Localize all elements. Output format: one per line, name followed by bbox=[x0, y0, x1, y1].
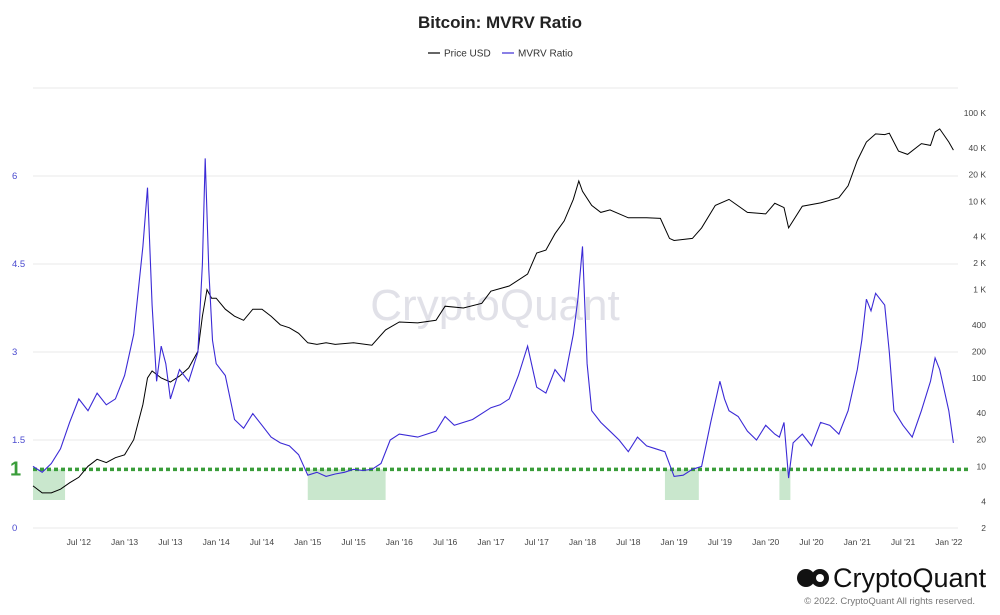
right-tick-label: 4 K bbox=[973, 231, 986, 241]
x-tick-label: Jan '21 bbox=[844, 537, 871, 547]
logo-mark-left-icon bbox=[797, 569, 815, 587]
copyright: © 2022. CryptoQuant All rights reserved. bbox=[804, 596, 975, 607]
brand-logo bbox=[797, 569, 829, 587]
x-axis-ticks: Jul '12 Jan '13 Jul '13 Jan '14 Jul '14 Jan '… bbox=[67, 537, 963, 547]
logo-mark-hole-icon bbox=[816, 574, 824, 582]
x-tick-label: Jul '12 bbox=[67, 537, 92, 547]
x-tick-label: Jan '17 bbox=[477, 537, 504, 547]
x-tick-label: Jul '18 bbox=[616, 537, 641, 547]
left-tick-label: 4.5 bbox=[12, 259, 25, 270]
legend-price-label: Price USD bbox=[444, 49, 491, 60]
x-tick-label: Jul '17 bbox=[525, 537, 550, 547]
x-tick-label: Jul '21 bbox=[891, 537, 916, 547]
x-tick-label: Jan '14 bbox=[203, 537, 230, 547]
right-tick-label: 1 K bbox=[973, 285, 986, 295]
mvrv-ratio-line bbox=[32, 158, 954, 479]
x-tick-label: Jul '15 bbox=[341, 537, 366, 547]
mvrv-threshold-label: 1 bbox=[10, 458, 21, 480]
x-tick-label: Jul '13 bbox=[158, 537, 183, 547]
right-tick-label: 100 K bbox=[964, 108, 987, 118]
left-tick-label: 0 bbox=[12, 523, 17, 534]
right-tick-label: 200 bbox=[972, 346, 986, 356]
right-axis-ticks: 2 4 10 20 40 100 200 400 1 K 2 K 4 K 10 K 20 K 40 K 10… bbox=[964, 108, 987, 533]
right-tick-label: 400 bbox=[972, 320, 986, 330]
x-tick-label: Jan '18 bbox=[569, 537, 596, 547]
gridlines bbox=[33, 87, 958, 529]
price-usd-line bbox=[32, 128, 954, 494]
right-tick-label: 100 bbox=[972, 373, 986, 383]
right-tick-label: 20 K bbox=[969, 170, 987, 180]
undervalued-zone-1 bbox=[33, 469, 66, 500]
x-tick-label: Jul '14 bbox=[250, 537, 275, 547]
left-tick-label: 1.5 bbox=[12, 435, 25, 446]
right-tick-label: 20 bbox=[977, 435, 987, 445]
x-tick-label: Jan '15 bbox=[294, 537, 321, 547]
legend-mvrv-label: MVRV Ratio bbox=[518, 49, 573, 60]
x-tick-label: Jul '16 bbox=[433, 537, 458, 547]
x-tick-label: Jul '19 bbox=[708, 537, 733, 547]
x-tick-label: Jan '13 bbox=[111, 537, 138, 547]
left-tick-label: 6 bbox=[12, 171, 17, 182]
x-tick-label: Jan '22 bbox=[935, 537, 962, 547]
chart-title: Bitcoin: MVRV Ratio bbox=[418, 13, 582, 32]
left-axis-ticks: 0 1.5 3 4.5 6 bbox=[12, 171, 25, 534]
undervalued-zone-3 bbox=[664, 469, 699, 500]
brand-name: CryptoQuant bbox=[833, 563, 987, 593]
right-tick-label: 40 K bbox=[969, 143, 987, 153]
left-tick-label: 3 bbox=[12, 347, 17, 358]
x-tick-label: Jan '16 bbox=[386, 537, 413, 547]
right-tick-label: 10 K bbox=[969, 196, 987, 206]
x-tick-label: Jul '20 bbox=[799, 537, 824, 547]
watermark: CryptoQuant bbox=[370, 281, 619, 330]
right-tick-label: 2 bbox=[981, 523, 986, 533]
legend: Price USD MVRV Ratio bbox=[428, 49, 573, 60]
undervalued-zones bbox=[33, 469, 791, 500]
right-tick-label: 10 bbox=[977, 461, 987, 471]
right-tick-label: 4 bbox=[981, 496, 986, 506]
x-tick-label: Jan '20 bbox=[752, 537, 779, 547]
right-tick-label: 40 bbox=[977, 408, 987, 418]
x-tick-label: Jan '19 bbox=[661, 537, 688, 547]
right-tick-label: 2 K bbox=[973, 258, 986, 268]
undervalued-zone-4 bbox=[779, 469, 791, 500]
